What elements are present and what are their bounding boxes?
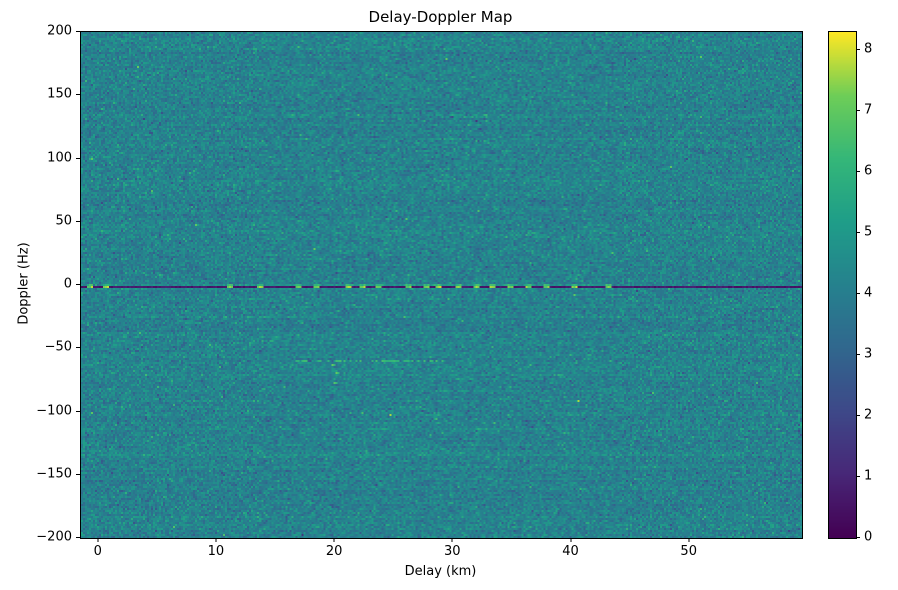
y-tick-mark <box>76 284 80 285</box>
y-tick-label: −150 <box>36 466 72 482</box>
colorbar-tick-mark <box>856 537 860 538</box>
y-tick-mark <box>76 157 80 159</box>
y-tick-label: 100 <box>47 150 72 165</box>
y-tick-label: 50 <box>55 213 72 229</box>
colorbar-tick-mark <box>856 171 860 173</box>
colorbar-tick-label: 7 <box>864 102 873 118</box>
colorbar-tick-label: 2 <box>864 407 873 423</box>
x-tick-label: 40 <box>562 544 579 559</box>
x-tick-label: 0 <box>93 544 102 559</box>
colorbar-tick-label: 4 <box>864 285 873 301</box>
y-tick-label: 150 <box>47 86 72 102</box>
y-tick-label: −200 <box>36 529 72 545</box>
y-tick-mark <box>76 410 80 412</box>
colorbar-tick-label: 8 <box>864 41 873 57</box>
y-tick-mark <box>76 94 80 96</box>
y-tick-label: 200 <box>47 23 72 39</box>
y-tick-mark <box>76 347 80 349</box>
colorbar-tick-label: 3 <box>864 346 873 362</box>
y-tick-label: 0 <box>63 276 72 292</box>
y-tick-mark <box>76 31 80 32</box>
colorbar-tick-mark <box>856 354 860 356</box>
x-axis-label: Delay (km) <box>404 564 477 579</box>
x-tick-mark <box>333 538 335 542</box>
x-tick-label: 50 <box>680 544 697 559</box>
heatmap-image <box>81 32 802 538</box>
colorbar-tick-mark <box>856 293 860 295</box>
y-axis-label: Doppler (Hz) <box>16 242 32 325</box>
colorbar-tick-mark <box>856 49 860 51</box>
y-tick-label: −50 <box>44 339 72 355</box>
plot-area <box>80 31 803 539</box>
colorbar-tick-label: 1 <box>864 468 873 484</box>
x-tick-mark <box>97 538 99 542</box>
colorbar-tick-label: 0 <box>864 529 873 545</box>
x-tick-mark <box>688 538 690 542</box>
y-tick-mark <box>76 537 80 538</box>
x-tick-mark <box>570 538 572 542</box>
x-tick-label: 30 <box>444 544 461 559</box>
chart-title: Delay-Doppler Map <box>368 8 513 26</box>
x-tick-label: 10 <box>207 544 225 559</box>
x-tick-mark <box>215 538 217 542</box>
colorbar <box>828 31 857 539</box>
y-tick-mark <box>76 473 80 475</box>
colorbar-tick-label: 6 <box>864 163 873 179</box>
x-tick-label: 20 <box>325 544 343 559</box>
y-tick-mark <box>76 220 80 222</box>
colorbar-tick-mark <box>856 415 860 417</box>
colorbar-gradient <box>829 32 856 538</box>
colorbar-tick-label: 5 <box>864 224 873 240</box>
colorbar-tick-mark <box>856 110 860 112</box>
y-tick-label: −100 <box>36 403 72 418</box>
colorbar-tick-mark <box>856 232 860 234</box>
colorbar-tick-mark <box>856 476 860 478</box>
x-tick-mark <box>451 538 453 542</box>
